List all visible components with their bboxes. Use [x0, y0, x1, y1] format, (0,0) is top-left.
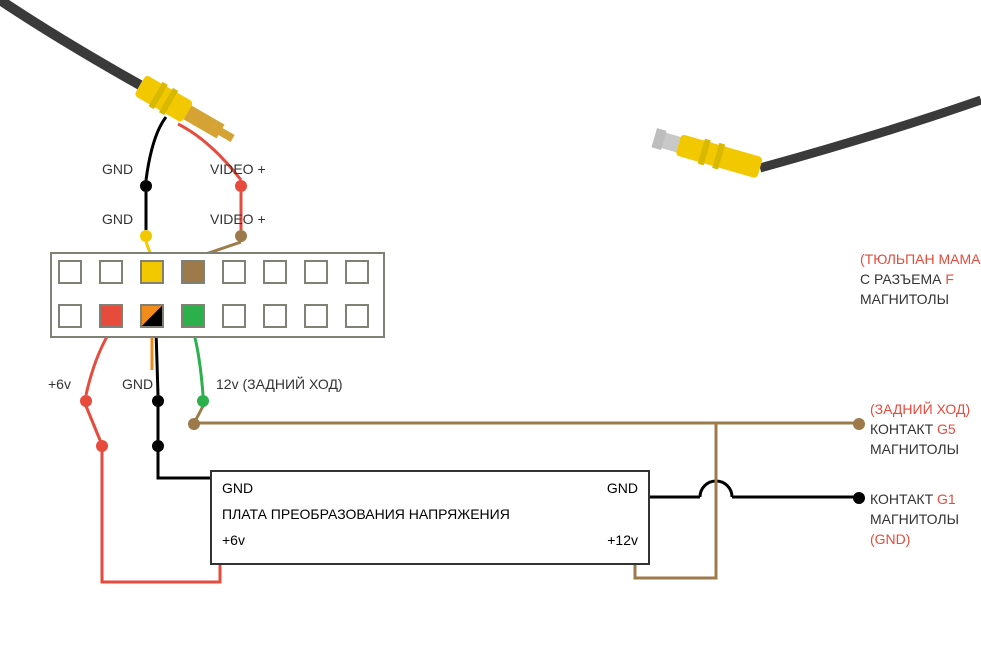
lbl-gnd2: GND [102, 210, 133, 228]
lbl-mag2: МАГНИТОЛЫ [870, 440, 959, 458]
box-gnd-l: GND [222, 480, 253, 496]
rca-male-cable [0, 0, 140, 85]
w-red-6v [86, 330, 111, 395]
box-6v: +6v [222, 532, 245, 548]
pin-r2-1 [58, 304, 82, 328]
pin-r1-6 [263, 260, 287, 284]
lbl-mag3: МАГНИТОЛЫ [870, 510, 959, 528]
dot-gnd3 [152, 395, 164, 407]
dot-6v [80, 395, 92, 407]
dot-12vrev [197, 395, 209, 407]
converter-box: GND GND ПЛАТА ПРЕОБРАЗОВАНИЯ НАПРЯЖЕНИЯ … [210, 470, 650, 565]
lbl-g1: КОНТАКТ G1 [870, 490, 956, 508]
lbl-rev: (ЗАДНИЙ ХОД) [870, 400, 970, 418]
lbl-12vrev: 12v (ЗАДНИЙ ХОД) [216, 375, 343, 393]
lbl-6v: +6v [48, 375, 71, 393]
box-title: ПЛАТА ПРЕОБРАЗОВАНИЯ НАПРЯЖЕНИЯ [222, 506, 638, 522]
pin-r2-5 [222, 304, 246, 328]
rca-male-plug [133, 73, 240, 151]
pin-r1-7 [304, 260, 328, 284]
pin-r2-8 [345, 304, 369, 328]
rca-female-plug [651, 125, 764, 180]
w-6v-to-box [102, 451, 220, 582]
lbl-gnd1: GND [102, 160, 133, 178]
pin-r2-6 [263, 304, 287, 328]
dot-g5 [853, 418, 865, 430]
pin-r1-2 [99, 260, 123, 284]
pin-r1-4 [181, 260, 205, 284]
lbl-mag1: МАГНИТОЛЫ [860, 290, 949, 308]
pin-r2-7 [304, 304, 328, 328]
lbl-video2: VIDEO + [210, 210, 266, 228]
pin-r1-8 [345, 260, 369, 284]
dot-gnd1 [140, 180, 152, 192]
lbl-gnd3: GND [122, 375, 153, 393]
dot-video1 [235, 180, 247, 192]
pin-r1-3 [140, 260, 164, 284]
pin-r2-4 [181, 304, 205, 328]
dot-g1 [853, 492, 865, 504]
dot-6v-b [96, 440, 108, 452]
w-reverse-brown [194, 406, 858, 423]
lbl-gnd-red: (GND) [870, 530, 910, 548]
box-12v: +12v [607, 532, 638, 548]
pin-r2-3 [140, 304, 164, 328]
lbl-g5: КОНТАКТ G5 [870, 420, 956, 438]
dot-gnd2 [140, 230, 152, 242]
lbl-video1: VIDEO + [210, 160, 266, 178]
wire-rca-gnd [146, 117, 166, 180]
pin-r2-2 [99, 304, 123, 328]
box-gnd-r: GND [607, 480, 638, 496]
rca-female-cable [760, 100, 981, 168]
dot-gnd3-b [152, 440, 164, 452]
w-blk-gnd [156, 330, 158, 395]
w-green-12v [193, 330, 203, 395]
lbl-from-f: С РАЗЪЕМА F [860, 270, 954, 288]
dot-video2 [235, 230, 247, 242]
lbl-tulip: (ТЮЛЬПАН МАМА) [860, 250, 981, 268]
dot-rev-out [188, 418, 200, 430]
pin-r1-5 [222, 260, 246, 284]
pin-r1-1 [58, 260, 82, 284]
